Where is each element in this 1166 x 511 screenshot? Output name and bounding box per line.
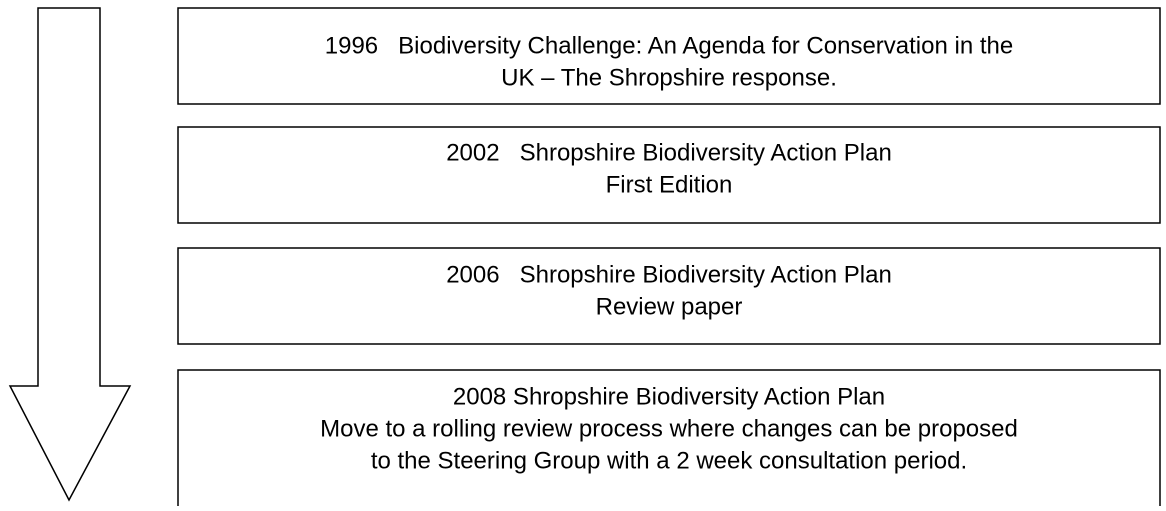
timeline-arrow bbox=[8, 7, 132, 502]
timeline-box: 2002 Shropshire Biodiversity Action Plan… bbox=[177, 126, 1161, 224]
box-border bbox=[177, 369, 1161, 511]
box-border bbox=[177, 126, 1161, 224]
box-text: Review paper bbox=[596, 293, 743, 320]
box-text: 2008 Shropshire Biodiversity Action Plan bbox=[453, 383, 885, 410]
box-text: 2006 Shropshire Biodiversity Action Plan bbox=[446, 261, 892, 288]
box-text: Move to a rolling review process where c… bbox=[320, 415, 1018, 442]
timeline-box: 2006 Shropshire Biodiversity Action Plan… bbox=[177, 247, 1161, 345]
box-text: 1996 Biodiversity Challenge: An Agenda f… bbox=[325, 32, 1013, 59]
box-border bbox=[177, 247, 1161, 345]
box-text: UK – The Shropshire response. bbox=[501, 64, 837, 91]
box-text: to the Steering Group with a 2 week cons… bbox=[371, 447, 967, 474]
timeline-box: 1996 Biodiversity Challenge: An Agenda f… bbox=[177, 7, 1161, 105]
timeline-box: 2008 Shropshire Biodiversity Action Plan… bbox=[177, 369, 1161, 511]
box-border bbox=[177, 7, 1161, 105]
box-text: First Edition bbox=[606, 171, 733, 198]
box-text: 2002 Shropshire Biodiversity Action Plan bbox=[446, 139, 892, 166]
